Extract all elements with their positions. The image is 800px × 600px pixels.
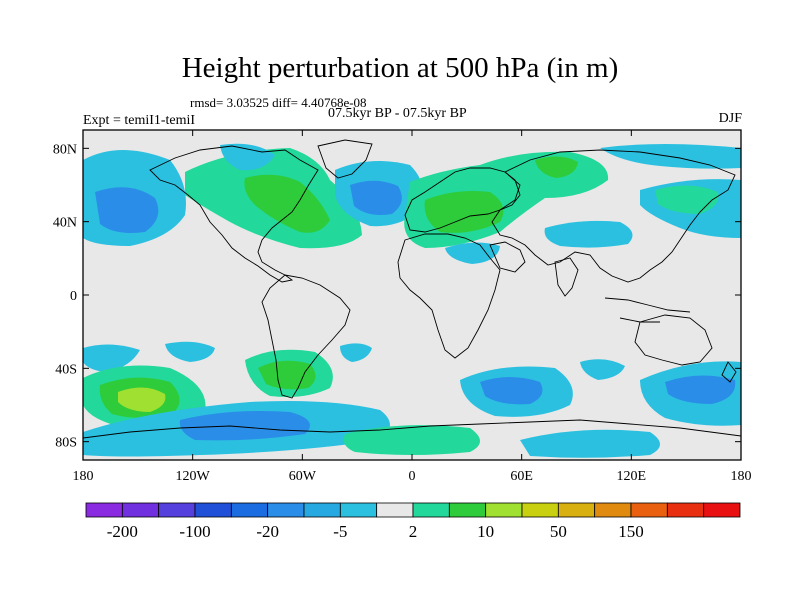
rmsd-stats: rmsd= 3.03525 diff= 4.40768e-08 <box>190 95 367 110</box>
colorbar-swatch <box>666 502 705 518</box>
anomaly-negative <box>83 344 140 372</box>
coast-australia <box>634 314 713 366</box>
colorbar-swatch <box>557 502 596 518</box>
colorbar-swatch <box>194 502 232 518</box>
colorbar-swatch <box>594 502 632 518</box>
colorbar-swatch <box>303 502 341 518</box>
coast-south-america <box>261 274 351 399</box>
anomaly-negative <box>580 359 625 380</box>
coast-arabia <box>489 241 526 273</box>
anomaly-positive <box>424 191 504 233</box>
coast-new-zealand <box>721 361 737 383</box>
colorbar-label: 50 <box>550 522 567 541</box>
lat-tick-label: 40N <box>53 216 77 231</box>
lat-tick-label: 0 <box>70 289 77 304</box>
lon-tick-label: 60W <box>289 469 317 484</box>
anomaly-negative <box>445 242 500 264</box>
colorbar-label: -200 <box>107 522 138 541</box>
colorbar-swatch <box>703 502 741 518</box>
anomaly-negative <box>165 341 215 362</box>
anomaly-negative <box>520 429 660 458</box>
map-axes: 180 120W 60W 0 60E 120E 180 80N 40N 0 40S 80S <box>53 130 752 484</box>
anomaly-positive <box>118 387 166 412</box>
coast-north-america <box>149 145 319 283</box>
lat-tick-label: 80N <box>53 142 77 157</box>
colorbar-swatch <box>412 502 450 518</box>
plot-title: Height perturbation at 500 hPa (in m) <box>181 52 619 84</box>
anomaly-negative <box>665 375 736 404</box>
colorbar-swatch <box>339 502 378 518</box>
map-panel <box>82 129 742 461</box>
season-label: DJF <box>718 111 742 126</box>
colorbar-swatch <box>521 502 559 518</box>
coast-greenland <box>317 139 373 179</box>
colorbar-swatch <box>230 502 269 518</box>
coastlines <box>83 139 741 439</box>
lon-tick-label: 120W <box>176 469 211 484</box>
anomaly-negative <box>95 187 159 233</box>
lon-tick-label: 180 <box>73 469 94 484</box>
colorbar-swatch <box>121 502 160 518</box>
anomaly-positive <box>655 185 719 214</box>
colorbar-swatch <box>376 502 414 518</box>
lon-tick-label: 0 <box>409 469 416 484</box>
colorbar-label: -100 <box>179 522 210 541</box>
coast-antarctica <box>83 419 741 439</box>
period-label: 07.5kyr BP - 07.5kyr BP <box>328 106 467 121</box>
coast-asia <box>491 149 736 283</box>
coast-europe <box>404 167 521 233</box>
lat-tick-label: 80S <box>55 436 77 451</box>
coast-africa <box>397 233 501 359</box>
colorbar-label: -5 <box>333 522 347 541</box>
anomaly-negative <box>544 220 633 248</box>
colorbar-label: 2 <box>409 522 418 541</box>
anomaly-positive <box>343 425 480 455</box>
lon-tick-label: 180 <box>731 469 752 484</box>
anomaly-negative <box>350 180 402 215</box>
anomaly-positive <box>258 360 316 390</box>
colorbar-label: 10 <box>477 522 494 541</box>
coast-india <box>554 257 579 297</box>
experiment-label: Expt = temiI1-temiI <box>83 113 196 128</box>
anomaly-fields <box>83 143 741 458</box>
colorbar-label: -20 <box>256 522 279 541</box>
anomaly-negative <box>179 411 310 441</box>
colorbar-label: 150 <box>618 522 644 541</box>
colorbar-swatch <box>158 502 196 518</box>
lon-tick-label: 120E <box>617 469 647 484</box>
lon-tick-label: 60E <box>510 469 533 484</box>
anomaly-negative <box>340 343 372 362</box>
lat-tick-label: 40S <box>55 362 77 377</box>
anomaly-negative <box>220 143 275 171</box>
colorbar-swatch <box>85 502 123 518</box>
colorbar-swatch <box>448 502 487 518</box>
colorbar-swatch <box>485 502 523 518</box>
anomaly-positive <box>244 174 330 233</box>
colorbar: -200 -100 -20 -5 2 10 50 150 <box>85 502 741 541</box>
colorbar-swatch <box>267 502 305 518</box>
anomaly-negative <box>480 377 543 405</box>
anomaly-positive <box>535 156 578 178</box>
colorbar-swatch <box>630 502 668 518</box>
